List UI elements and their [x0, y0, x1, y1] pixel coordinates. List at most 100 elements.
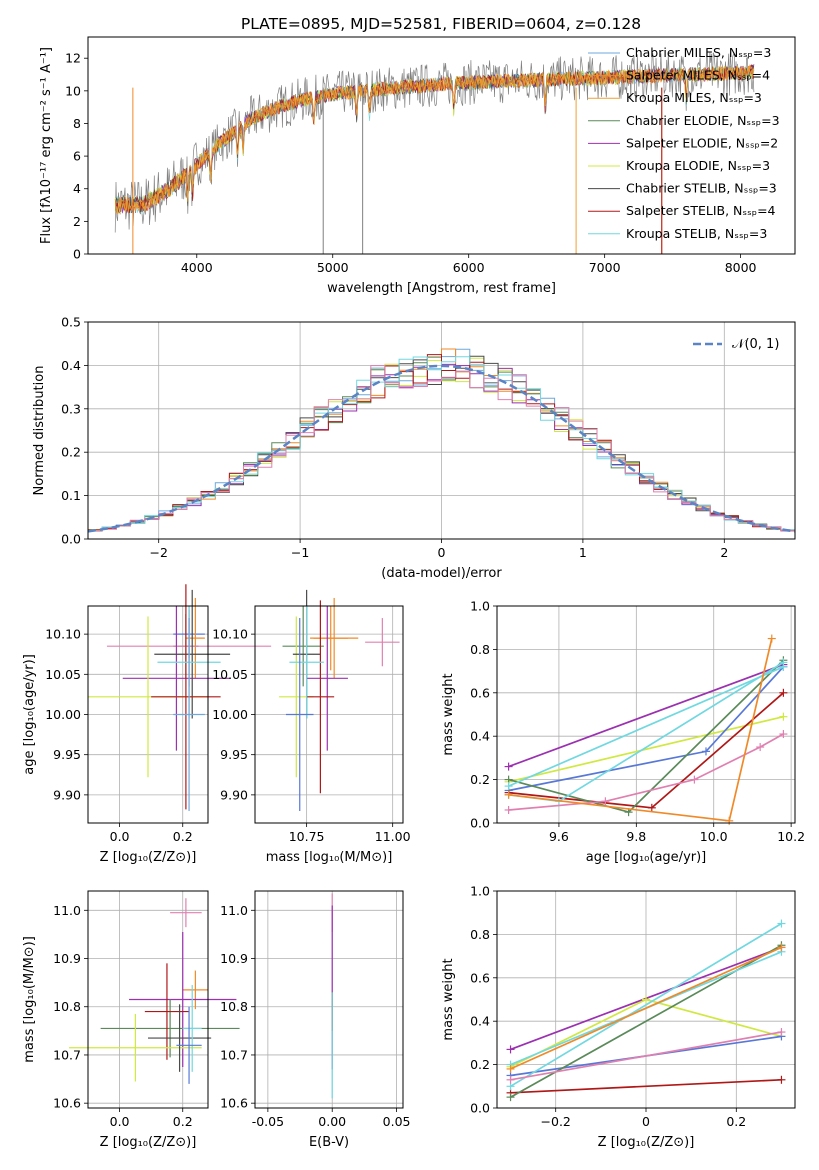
y-tick-label: 8: [73, 116, 81, 131]
weight-series-line: [510, 922, 782, 1088]
y-tick-label: 0.8: [470, 642, 490, 657]
y-tick-label: 0.4: [470, 729, 490, 744]
y-axis-label: mass weight: [441, 958, 456, 1040]
x-tick-label: 1: [579, 545, 587, 560]
plot-frame: [496, 890, 796, 1109]
y-tick-label: 9.95: [53, 747, 81, 762]
x-tick-label: 7000: [589, 260, 621, 275]
y-tick-label: 10.8: [53, 999, 81, 1014]
x-tick-label: −2: [149, 545, 167, 560]
plot-frame: [87, 605, 209, 824]
x-axis-label: E(B-V): [309, 1135, 349, 1150]
x-axis-label: Z [log₁₀(Z/Z⊙)]: [100, 850, 197, 865]
histogram-series: [88, 348, 795, 532]
weight-series-line: [510, 1031, 782, 1081]
y-tick-label: 0.1: [61, 488, 81, 503]
y-tick-label: 10.8: [220, 999, 248, 1014]
y-tick-label: 10.9: [53, 951, 81, 966]
y-tick-label: 0.5: [61, 315, 81, 330]
y-tick-label: 10.05: [212, 667, 248, 682]
histogram-series: [88, 365, 795, 532]
y-tick-label: 11.0: [53, 903, 81, 918]
legend-entry: 𝒩(0, 1): [732, 337, 779, 352]
y-tick-label: 0.6: [470, 685, 490, 700]
residuals-panel: −2 −1 0 1 2 0.0 0.1 0.2 0.3 0.4 0.5 (data-model)/er…: [32, 315, 796, 581]
y-axis-label: Normed distribution: [32, 366, 47, 496]
figure-title: PLATE=0895, MJD=52581, FIBERID=0604, z=0…: [241, 15, 641, 33]
y-tick-label: 0.4: [61, 358, 81, 373]
y-tick-label: 0.2: [470, 772, 490, 787]
y-tick-label: 0.4: [470, 1014, 490, 1029]
y-tick-label: 10.7: [53, 1047, 81, 1062]
y-tick-label: 9.95: [220, 747, 248, 762]
x-axis-label: age [log₁₀(age/yr)]: [586, 850, 707, 865]
legend-entry: Salpeter ELODIE, Nₛₛₚ=2: [626, 135, 778, 150]
y-tick-label: 0.0: [61, 532, 81, 547]
mass-vs-metallicity-panel: 0.0 0.2 10.6 10.7 10.8 10.9 11.0 Z [log₁₀(Z/Z⊙)…: [22, 890, 240, 1150]
mass-vs-ebv-panel: -0.05 0.00 0.05 10.6 10.7 10.8 10.9 11.0 E(B-V): [220, 890, 411, 1150]
age-vs-mass-panel: 10.75 11.00 9.90 9.95 10.00 10.05 10.10 mass [l…: [212, 589, 411, 865]
x-tick-label: 4000: [181, 260, 213, 275]
y-tick-label: 4: [73, 181, 81, 196]
x-tick-label: 2: [720, 545, 728, 560]
spectrum-panel: 4000 5000 6000 7000 8000 0 2 4 6 8 10 12 wavelength …: [39, 36, 796, 296]
weight-series-line: [508, 663, 784, 768]
x-tick-label: 11.00: [375, 829, 411, 844]
legend-entry: Chabrier STELIB, Nₛₛₚ=3: [626, 181, 777, 196]
legend-entry: Salpeter STELIB, Nₛₛₚ=4: [626, 203, 776, 218]
model-spectrum-line: [114, 64, 755, 214]
y-tick-label: 10.6: [53, 1096, 81, 1111]
y-tick-label: 10.00: [45, 707, 81, 722]
y-tick-label: 12: [65, 51, 81, 66]
x-axis-label: wavelength [Angstrom, rest frame]: [327, 281, 556, 296]
x-tick-label: 10.0: [700, 829, 728, 844]
x-tick-label: 0.05: [383, 1114, 411, 1129]
legend-entry: Kroupa MILES, Nₛₛₚ=3: [626, 90, 762, 105]
weight-series-line: [508, 666, 784, 787]
y-axis-label: mass weight: [441, 673, 456, 755]
y-tick-label: 2: [73, 214, 81, 229]
weight-vs-age-panel: 9.6 9.8 10.0 10.2 0.0 0.2 0.4 0.6 0.8 1.0 age [log…: [441, 599, 805, 866]
legend-entry: Chabrier MILES, Nₛₛₚ=3: [626, 45, 771, 60]
y-tick-label: 10.7: [220, 1047, 248, 1062]
y-tick-label: 10.00: [212, 707, 248, 722]
legend-entry: Kroupa STELIB, Nₛₛₚ=3: [626, 226, 767, 241]
weight-series-line: [508, 715, 784, 783]
plot-frame: [496, 605, 796, 824]
x-axis-label: mass [log₁₀(M/M⊙)]: [266, 850, 393, 865]
x-tick-label: 0: [642, 1114, 650, 1129]
x-tick-label: 0: [438, 545, 446, 560]
plot-frame: [87, 321, 796, 540]
y-tick-label: 0.2: [61, 445, 81, 460]
y-tick-label: 10.9: [220, 951, 248, 966]
y-tick-label: 9.90: [53, 787, 81, 802]
y-tick-label: 6: [73, 149, 81, 164]
legend-entry: Kroupa ELODIE, Nₛₛₚ=3: [626, 158, 770, 173]
plot-frame: [254, 890, 404, 1109]
y-tick-label: 0.3: [61, 401, 81, 416]
weight-series-line: [508, 661, 784, 803]
plot-frame: [87, 890, 209, 1109]
y-tick-label: 1.0: [470, 884, 490, 899]
y-tick-label: 10.10: [212, 627, 248, 642]
y-tick-label: 0.2: [470, 1057, 490, 1072]
x-axis-label: Z [log₁₀(Z/Z⊙)]: [598, 1135, 695, 1150]
x-tick-label: 0.0: [110, 1114, 130, 1129]
x-tick-label: 0.2: [173, 829, 193, 844]
x-axis-label: Z [log₁₀(Z/Z⊙)]: [100, 1135, 197, 1150]
x-tick-label: 10.75: [289, 829, 325, 844]
model-spectrum-line: [114, 65, 755, 214]
y-tick-label: 0.0: [470, 1101, 490, 1116]
x-tick-label: 0.2: [173, 1114, 193, 1129]
y-tick-label: 0: [73, 247, 81, 262]
weight-series-line: [510, 946, 782, 1070]
y-tick-label: 9.90: [220, 787, 248, 802]
y-tick-label: 11.0: [220, 903, 248, 918]
y-axis-label: mass [log₁₀(M/M⊙)]: [22, 936, 37, 1063]
legend-entry: Salpeter MILES, Nₛₛₚ=4: [626, 68, 770, 83]
x-tick-label: −0.2: [541, 1114, 571, 1129]
x-tick-label: −1: [291, 545, 309, 560]
x-tick-label: 8000: [725, 260, 757, 275]
y-axis-label: age [log₁₀(age/yr)]: [22, 654, 37, 775]
